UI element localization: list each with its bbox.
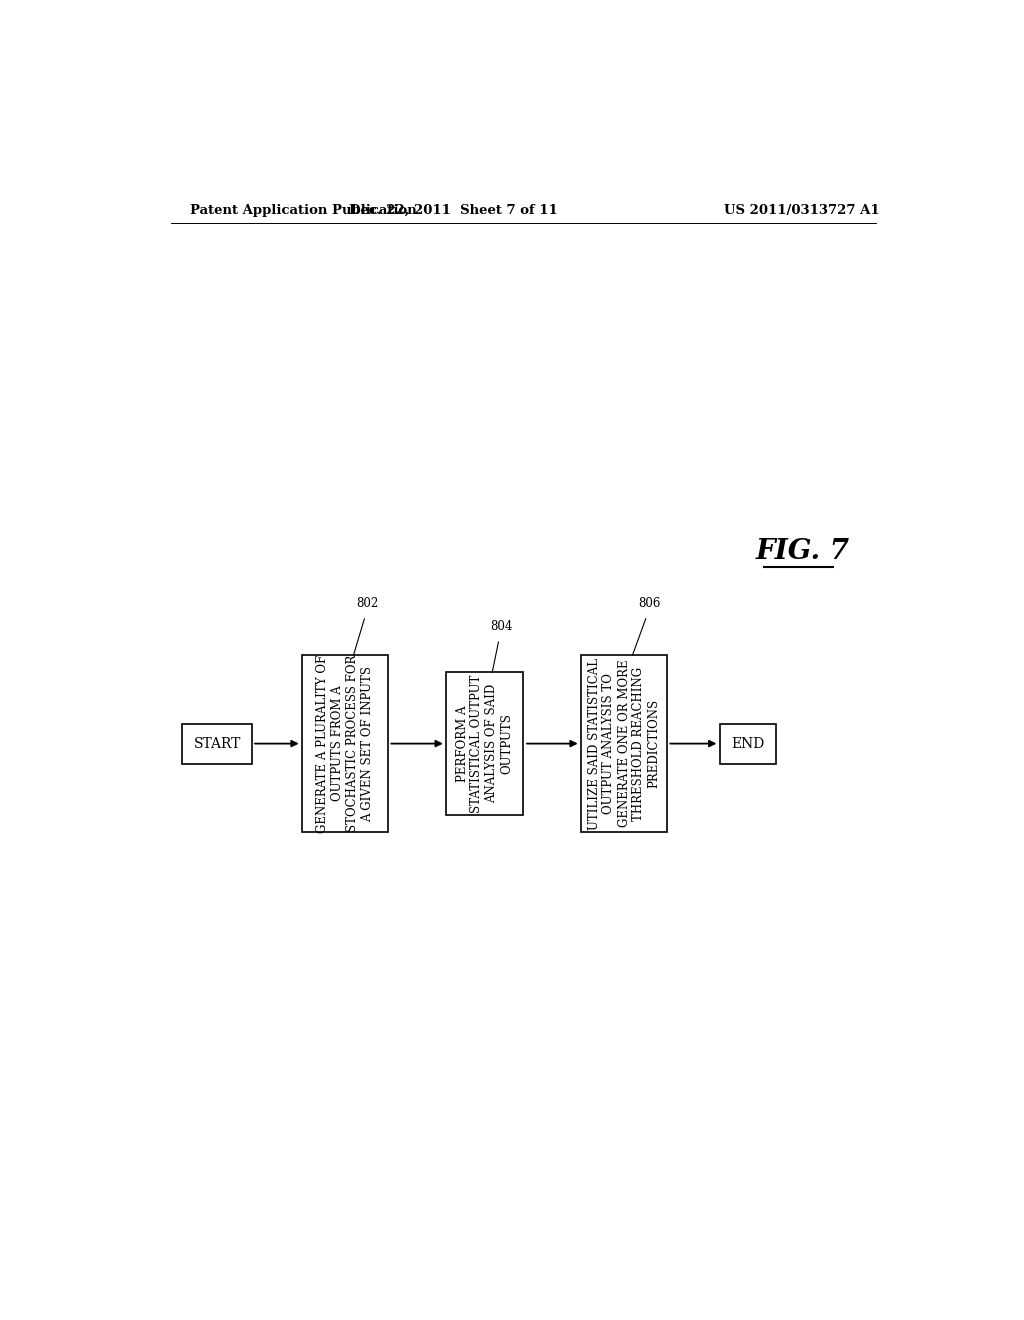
Bar: [720, 723, 776, 763]
Text: FIG. 7: FIG. 7: [756, 537, 849, 565]
Bar: [445, 672, 523, 814]
Bar: [582, 655, 667, 832]
Text: 802: 802: [356, 597, 379, 610]
Text: PERFORM A
STATISTICAL OUTPUT
ANALYSIS OF SAID
OUTPUTS: PERFORM A STATISTICAL OUTPUT ANALYSIS OF…: [456, 675, 513, 813]
Bar: [302, 655, 388, 832]
Text: START: START: [194, 737, 241, 751]
Text: UTILIZE SAID STATISTICAL
OUTPUT ANALYSIS TO
GENERATE ONE OR MORE
THRESHOLD REACH: UTILIZE SAID STATISTICAL OUTPUT ANALYSIS…: [588, 657, 660, 829]
Text: US 2011/0313727 A1: US 2011/0313727 A1: [724, 205, 880, 218]
Text: 806: 806: [638, 597, 660, 610]
Text: GENERATE A PLURALITY OF
OUTPUTS FROM A
STOCHASTIC PROCESS FOR
A GIVEN SET OF INP: GENERATE A PLURALITY OF OUTPUTS FROM A S…: [316, 655, 374, 833]
Text: END: END: [731, 737, 765, 751]
Text: Patent Application Publication: Patent Application Publication: [190, 205, 417, 218]
Bar: [182, 723, 252, 763]
Text: 804: 804: [490, 619, 513, 632]
Text: Dec. 22, 2011  Sheet 7 of 11: Dec. 22, 2011 Sheet 7 of 11: [349, 205, 558, 218]
